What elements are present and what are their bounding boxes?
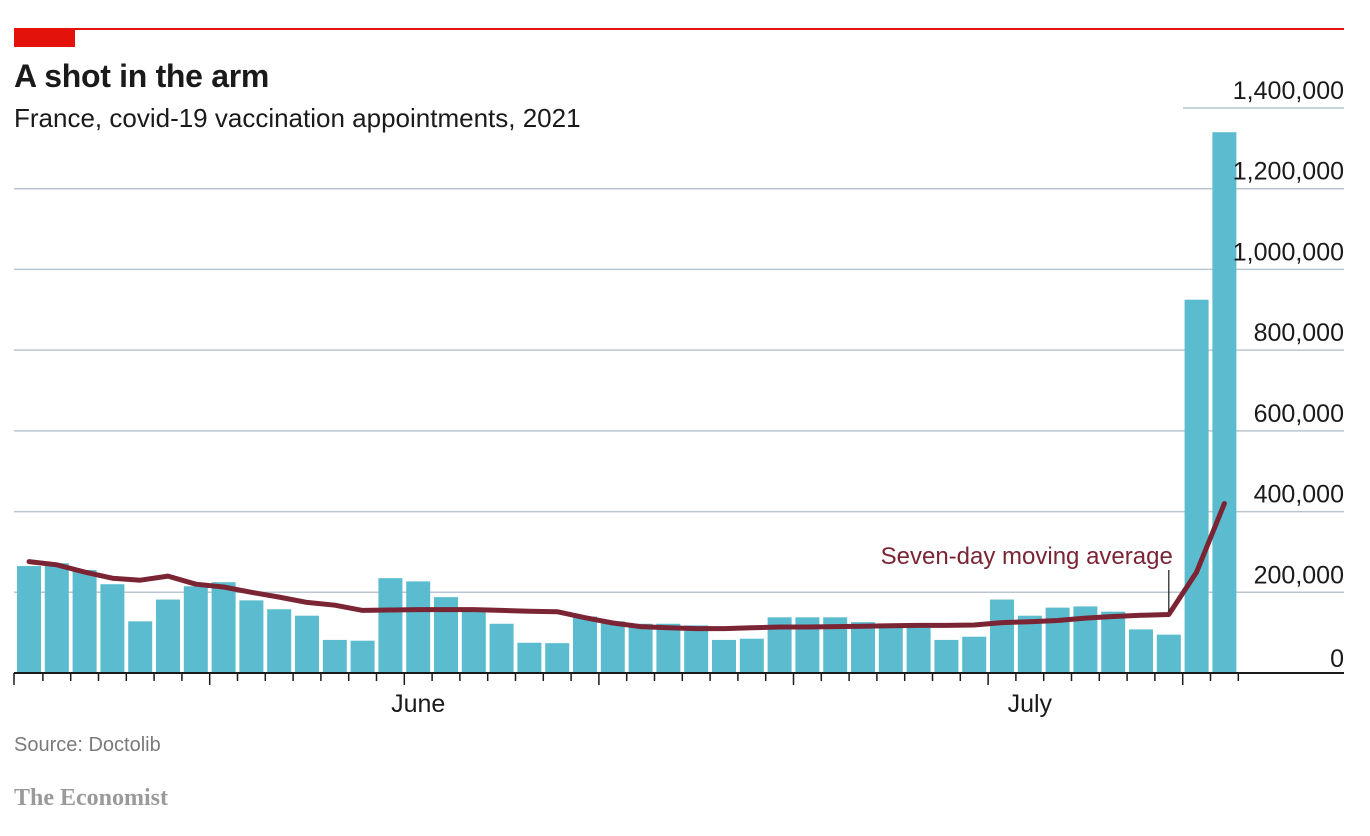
bar-20 bbox=[573, 616, 597, 673]
bar-series bbox=[17, 132, 1237, 673]
bar-21 bbox=[600, 621, 625, 673]
x-label-0: June bbox=[391, 690, 445, 718]
bar-1 bbox=[44, 563, 69, 673]
bar-0 bbox=[17, 566, 41, 673]
economist-logo: The Economist bbox=[14, 785, 169, 811]
bar-2 bbox=[72, 570, 97, 673]
bar-30 bbox=[851, 622, 875, 673]
gridlines bbox=[14, 107, 1344, 594]
y-tick-label-1: 200,000 bbox=[1254, 561, 1344, 589]
bar-36 bbox=[1017, 615, 1042, 673]
bar-18 bbox=[517, 642, 542, 673]
y-tick-label-6: 1,200,000 bbox=[1233, 158, 1344, 186]
bar-10 bbox=[295, 615, 319, 673]
bar-6 bbox=[183, 586, 208, 673]
bar-17 bbox=[489, 623, 514, 673]
y-tick-label-4: 800,000 bbox=[1254, 319, 1344, 347]
source-note: Source: Doctolib bbox=[14, 734, 161, 756]
bar-22 bbox=[628, 623, 653, 673]
bar-5 bbox=[156, 599, 180, 673]
moving-average-annotation: Seven-day moving average bbox=[881, 543, 1173, 612]
x-label-1: July bbox=[1008, 690, 1053, 718]
y-tick-label-5: 1,000,000 bbox=[1233, 238, 1344, 266]
bar-39 bbox=[1101, 611, 1126, 673]
y-tick-label-3: 600,000 bbox=[1254, 400, 1344, 428]
y-tick-label-7: 1,400,000 bbox=[1233, 77, 1344, 105]
top-rule bbox=[14, 28, 1344, 30]
bar-8 bbox=[239, 600, 264, 673]
annotation-label: Seven-day moving average bbox=[881, 543, 1173, 570]
bar-16 bbox=[461, 609, 486, 673]
chart-title: A shot in the arm bbox=[14, 58, 270, 94]
bar-35 bbox=[990, 599, 1014, 673]
bar-25 bbox=[712, 639, 736, 673]
moving-average-line bbox=[26, 501, 1227, 632]
bar-26 bbox=[739, 638, 764, 673]
bar-23 bbox=[656, 623, 681, 673]
bar-41 bbox=[1156, 634, 1181, 673]
bar-7 bbox=[211, 582, 236, 673]
bar-42 bbox=[1184, 299, 1209, 673]
chart-subtitle: France, covid-19 vaccination appointment… bbox=[14, 103, 581, 133]
bar-11 bbox=[322, 639, 347, 673]
x-axis-ticks bbox=[13, 673, 1240, 685]
bar-19 bbox=[545, 643, 570, 673]
y-tick-label-0: 0 bbox=[1330, 645, 1344, 673]
y-axis-labels: 0 200,000 400,000 600,000 800,000 1,000,000 1,… bbox=[1233, 77, 1344, 673]
bar-4 bbox=[128, 621, 153, 673]
bar-32 bbox=[906, 626, 931, 673]
bar-40 bbox=[1129, 629, 1153, 673]
bar-34 bbox=[962, 636, 987, 673]
bar-12 bbox=[350, 640, 375, 673]
bar-24 bbox=[684, 625, 709, 673]
brand-red-tag bbox=[14, 28, 75, 47]
bar-3 bbox=[100, 584, 125, 673]
bar-14 bbox=[406, 581, 431, 673]
bar-33 bbox=[934, 639, 959, 673]
y-tick-label-2: 400,000 bbox=[1254, 481, 1344, 509]
bar-43 bbox=[1212, 132, 1237, 673]
bar-13 bbox=[378, 578, 403, 673]
bar-31 bbox=[878, 625, 903, 673]
x-axis-labels: June July bbox=[391, 690, 1052, 718]
bar-9 bbox=[267, 609, 292, 673]
